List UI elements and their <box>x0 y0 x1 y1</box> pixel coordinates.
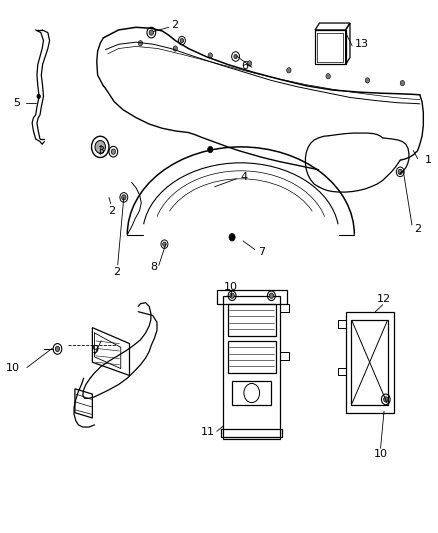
Circle shape <box>122 195 126 200</box>
Circle shape <box>365 78 370 83</box>
Text: 13: 13 <box>354 39 368 49</box>
Text: 2: 2 <box>113 267 120 277</box>
Circle shape <box>269 293 274 298</box>
Text: 2: 2 <box>171 20 178 30</box>
Text: 10: 10 <box>6 362 20 373</box>
Text: 1: 1 <box>425 155 432 165</box>
Circle shape <box>400 80 405 86</box>
Circle shape <box>384 397 388 402</box>
Circle shape <box>173 46 177 51</box>
Text: 12: 12 <box>377 294 391 304</box>
Circle shape <box>208 147 213 153</box>
Text: 7: 7 <box>258 247 265 256</box>
Text: 10: 10 <box>224 282 238 292</box>
Text: 4: 4 <box>240 172 247 182</box>
Text: 11: 11 <box>201 427 215 438</box>
Circle shape <box>398 169 403 174</box>
Circle shape <box>208 53 212 58</box>
Circle shape <box>162 242 166 246</box>
Circle shape <box>234 54 237 59</box>
Text: 9: 9 <box>91 345 98 356</box>
Circle shape <box>37 94 40 99</box>
Circle shape <box>149 30 153 35</box>
Circle shape <box>138 41 143 46</box>
Text: 3: 3 <box>97 146 104 156</box>
Circle shape <box>111 149 116 155</box>
Circle shape <box>55 346 60 352</box>
Circle shape <box>287 68 291 73</box>
Circle shape <box>180 38 184 43</box>
Text: 2: 2 <box>109 206 116 216</box>
Circle shape <box>230 293 234 298</box>
Text: 2: 2 <box>415 224 422 235</box>
Text: 8: 8 <box>150 262 157 271</box>
Text: 10: 10 <box>374 449 388 458</box>
Circle shape <box>247 61 252 66</box>
Text: 6: 6 <box>242 61 249 70</box>
Circle shape <box>326 74 330 79</box>
Circle shape <box>229 233 235 241</box>
Text: 5: 5 <box>13 98 20 108</box>
Circle shape <box>95 141 106 154</box>
